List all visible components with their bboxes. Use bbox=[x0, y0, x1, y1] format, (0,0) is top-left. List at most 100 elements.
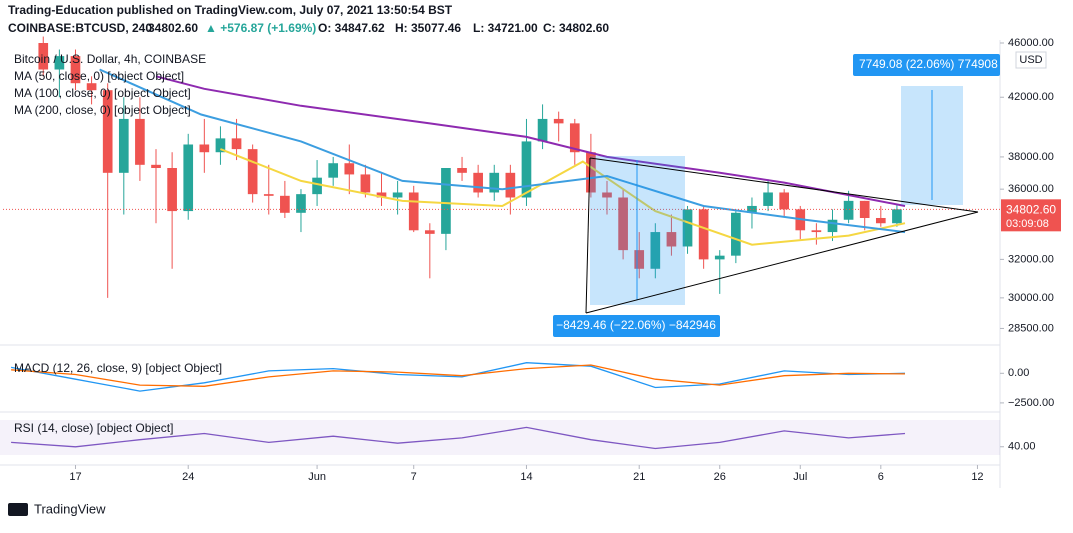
trend-line-base bbox=[585, 157, 591, 314]
y-tick-label: 40.00 bbox=[1008, 441, 1036, 453]
candle-body bbox=[586, 152, 596, 193]
candle-body bbox=[779, 192, 790, 210]
x-tick-label: 7 bbox=[411, 471, 417, 483]
candle-body bbox=[263, 194, 274, 196]
open: O: 34847.62 bbox=[318, 21, 385, 35]
y-tick-label: 28500.00 bbox=[1008, 322, 1054, 334]
y-tick-label: 36000.00 bbox=[1008, 183, 1054, 195]
candle-body bbox=[634, 250, 645, 269]
y-tick-label: 46000.00 bbox=[1008, 37, 1054, 49]
legend-instrument: Bitcoin / U.S. Dollar, 4h, COINBASE bbox=[14, 52, 206, 66]
candle-body bbox=[763, 192, 773, 206]
macd-line bbox=[11, 364, 906, 387]
x-tick-label: 14 bbox=[520, 471, 532, 483]
legend-macd: MACD (12, 26, close, 9) [object Object] bbox=[14, 361, 222, 375]
candle-body bbox=[747, 205, 757, 213]
brand-name: TradingView bbox=[34, 501, 106, 516]
trend-line-lower bbox=[585, 211, 979, 314]
y-tick-label: 38000.00 bbox=[1008, 151, 1054, 163]
rsi-line bbox=[11, 426, 906, 450]
drawings bbox=[585, 86, 979, 314]
symbol: COINBASE:BTCUSD, 240 bbox=[8, 21, 152, 35]
candle-body bbox=[505, 172, 516, 198]
last: 34802.60 bbox=[148, 21, 198, 35]
moving-average bbox=[220, 148, 906, 246]
candle-body bbox=[312, 177, 322, 195]
close: C: 34802.60 bbox=[543, 21, 609, 35]
price-label-box bbox=[1001, 199, 1061, 232]
candle-body bbox=[843, 200, 854, 220]
y-tick-label: −2500.00 bbox=[1008, 397, 1054, 409]
candle-body bbox=[892, 209, 902, 224]
x-tick-label: 21 bbox=[633, 471, 645, 483]
candle-body bbox=[408, 192, 419, 231]
candle-body bbox=[86, 83, 97, 91]
x-tick-label: 17 bbox=[69, 471, 81, 483]
annotation-up-box bbox=[853, 54, 1000, 76]
candle-body bbox=[537, 118, 548, 142]
candle-body bbox=[183, 144, 194, 212]
candle-body bbox=[360, 174, 371, 193]
annotation-down: −8429.46 (−22.06%) −842946 bbox=[556, 318, 716, 332]
candle-body bbox=[102, 90, 113, 173]
candle-body bbox=[392, 192, 403, 198]
candle-body bbox=[602, 192, 612, 198]
currency-box bbox=[1015, 51, 1047, 69]
macd-line bbox=[10, 362, 906, 392]
legend-ma200: MA (200, close, 0) [object Object] bbox=[14, 103, 191, 117]
y-tick-label: 42000.00 bbox=[1008, 91, 1054, 103]
legend-ma50: MA (50, close, 0) [object Object] bbox=[14, 69, 184, 83]
change: ▲ +576.87 (+1.69%) bbox=[205, 21, 316, 35]
candle-body bbox=[875, 217, 886, 224]
candle-body bbox=[151, 164, 161, 169]
x-tick-label: 6 bbox=[878, 471, 884, 483]
y-tick-label: 30000.00 bbox=[1008, 292, 1054, 304]
candle-body bbox=[441, 168, 451, 234]
candle-body bbox=[215, 138, 226, 153]
candle-body bbox=[231, 138, 242, 150]
candle-body bbox=[618, 197, 628, 251]
candle-body bbox=[827, 219, 838, 233]
candle-body bbox=[811, 230, 822, 233]
price-label: 34802.60 bbox=[1006, 202, 1056, 216]
annotation-up: 7749.08 (22.06%) 774908 bbox=[859, 57, 998, 71]
currency: USD bbox=[1019, 54, 1042, 66]
candle-body bbox=[54, 56, 65, 70]
candle-body bbox=[167, 168, 177, 212]
low: L: 34721.00 bbox=[473, 21, 538, 35]
x-tick-label: 24 bbox=[182, 471, 194, 483]
brand: TradingView bbox=[8, 501, 106, 516]
legend: Bitcoin / U.S. Dollar, 4h, COINBASE MA (… bbox=[14, 52, 222, 435]
x-tick-label: 26 bbox=[714, 471, 726, 483]
trend-line-upper bbox=[589, 157, 979, 213]
x-tick-label: 12 bbox=[971, 471, 983, 483]
candle-body bbox=[280, 195, 290, 213]
legend-rsi: RSI (14, close) [object Object] bbox=[14, 421, 173, 435]
annotation-down-box bbox=[553, 315, 720, 337]
x-tick-label: Jun bbox=[308, 471, 326, 483]
candle-body bbox=[650, 232, 661, 269]
high: H: 35077.46 bbox=[395, 21, 461, 35]
candle-body bbox=[473, 172, 483, 193]
candle-body bbox=[199, 144, 210, 153]
candle-body bbox=[714, 255, 725, 260]
candle-body bbox=[424, 230, 435, 234]
candle-body bbox=[135, 118, 145, 165]
moving-average bbox=[99, 68, 906, 234]
quote-line: COINBASE:BTCUSD, 240 34802.60 ▲ +576.87 … bbox=[8, 21, 609, 35]
countdown: 03:09:08 bbox=[1006, 218, 1049, 230]
candle-body bbox=[731, 212, 741, 256]
x-tick-label: Jul bbox=[793, 471, 807, 483]
y-tick-label: 32000.00 bbox=[1008, 253, 1054, 265]
candle-body bbox=[344, 163, 355, 175]
candle-body bbox=[698, 209, 709, 260]
candle-body bbox=[70, 56, 81, 84]
candle-body bbox=[296, 194, 306, 213]
candle-body bbox=[521, 141, 532, 198]
candle-body bbox=[328, 163, 339, 178]
legend-ma100: MA (100, close, 0) [object Object] bbox=[14, 86, 191, 100]
candle-body bbox=[666, 232, 677, 247]
candle-body bbox=[457, 168, 467, 173]
